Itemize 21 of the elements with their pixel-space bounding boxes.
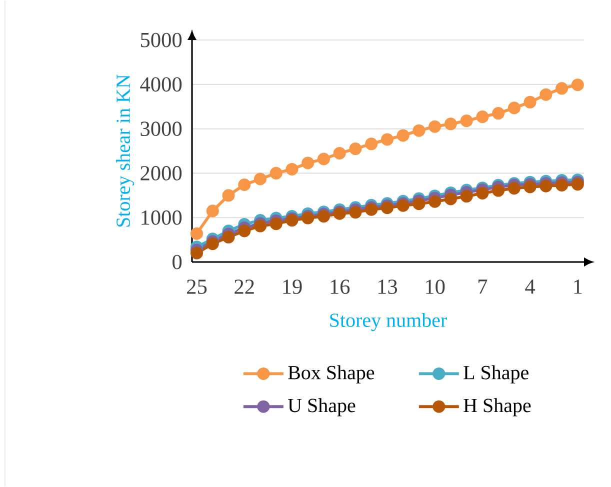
y-tick-label: 5000: [140, 32, 182, 48]
x-tick-label: 7: [478, 280, 488, 294]
legend-label: L Shape: [464, 365, 528, 384]
x-axis-title: Storey number: [330, 312, 447, 332]
x-tick-label: 10: [426, 280, 445, 294]
legend-label: H Shape: [464, 398, 531, 416]
y-axis-title: Storey shear in KN: [116, 74, 134, 227]
x-tick-label: 13: [378, 280, 398, 294]
legend-label: U Shape: [288, 398, 356, 416]
x-tick-label: 25: [187, 280, 207, 294]
legend-label: Box Shape: [288, 365, 374, 384]
x-tick-label: 4: [525, 280, 536, 294]
y-tick-label: 2000: [140, 166, 182, 180]
x-tick-label: 19: [283, 280, 302, 294]
x-tick-label: 22: [234, 280, 254, 294]
y-tick-label: 0: [172, 254, 182, 270]
y-tick-label: 3000: [140, 122, 182, 136]
x-tick-label: 1: [574, 280, 582, 294]
y-tick-label: 4000: [140, 77, 182, 92]
x-tick-label: 16: [330, 280, 350, 294]
y-tick-label: 1000: [142, 210, 182, 225]
